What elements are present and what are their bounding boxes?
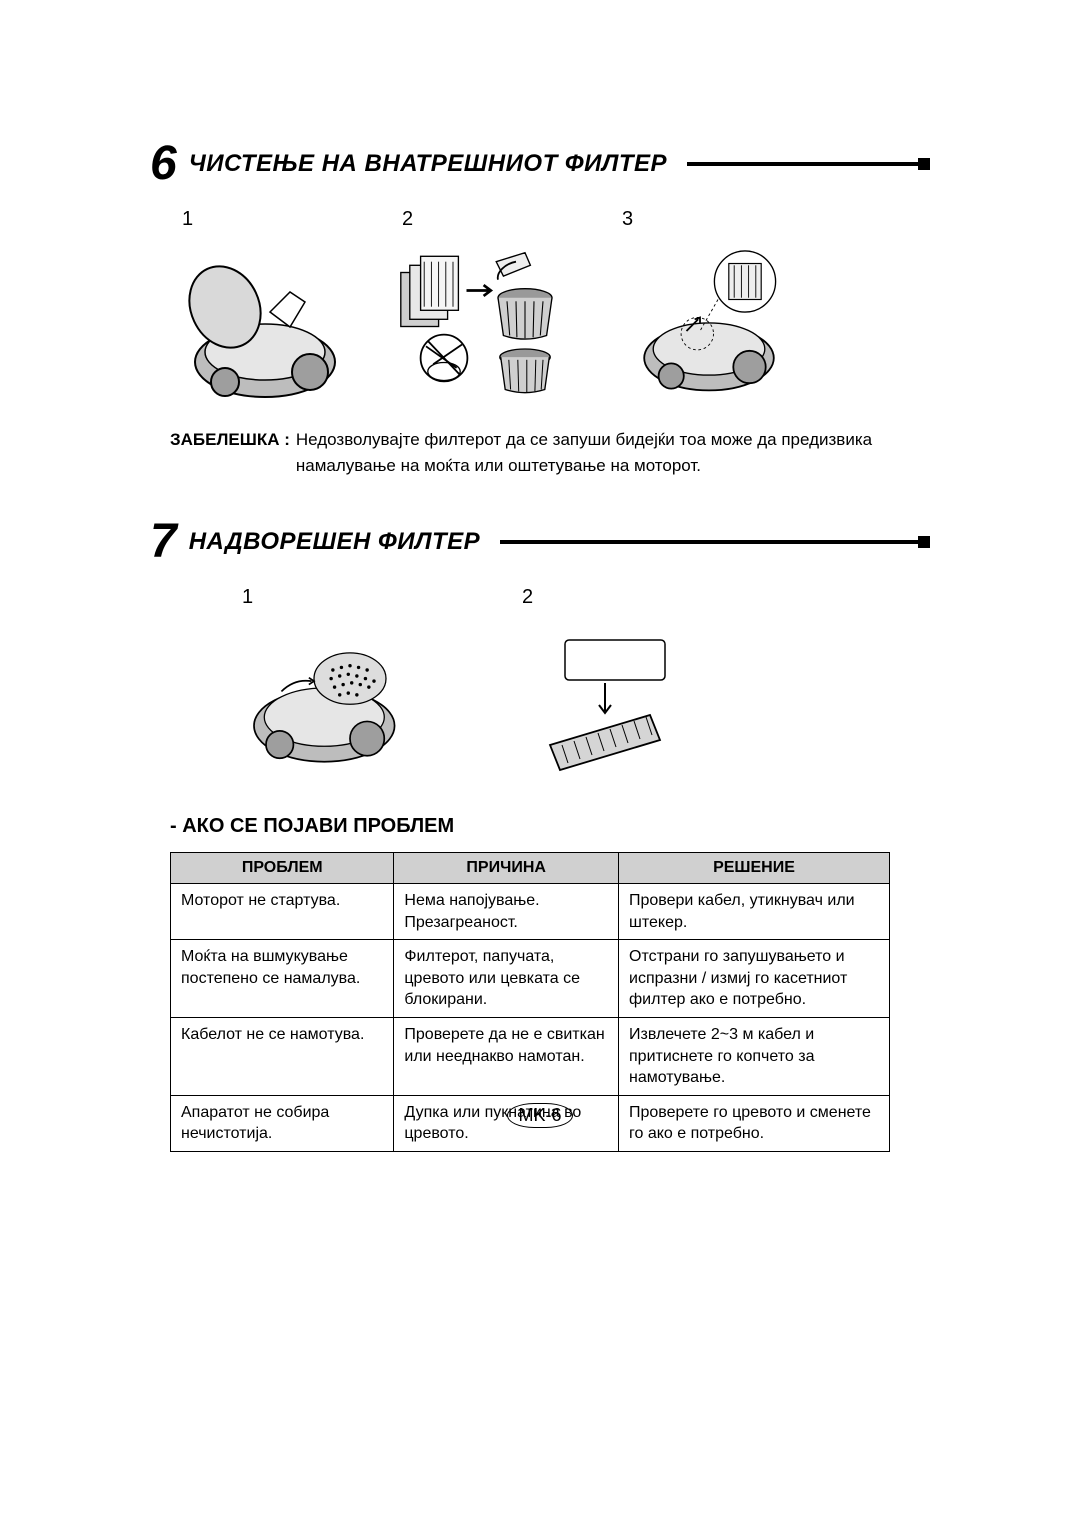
vacuum-rear-grille-illustration — [230, 615, 410, 785]
cell-cause: Нема напојување. Презагреаност. — [394, 884, 619, 940]
table-header-row: ПРОБЛЕМ ПРИЧИНА РЕШЕНИЕ — [171, 853, 890, 884]
table-row: Кабелот не се намотува. Проверете да не … — [171, 1017, 890, 1095]
cell-solution: Провери кабел, утикнувач или штекер. — [619, 884, 890, 940]
figure: 1 — [170, 208, 350, 407]
outlet-filter-panel-illustration — [510, 615, 690, 785]
section6-number: 6 — [150, 140, 177, 188]
section7-number: 7 — [150, 518, 177, 566]
table-row: Моторот не стартува. Нема напојување. Пр… — [171, 884, 890, 940]
cell-problem: Кабелот не се намотува. — [171, 1017, 394, 1095]
col-problem: ПРОБЛЕМ — [171, 853, 394, 884]
section6-note: ЗАБЕЛЕШКА : Недозволувајте филтерот да с… — [170, 427, 930, 478]
section6-figures: 1 2 — [170, 208, 930, 407]
figure-label: 2 — [402, 208, 413, 231]
cell-cause: Филтерот, папучата, цревото или цевката … — [394, 940, 619, 1018]
filter-tap-trash-illustration — [390, 237, 570, 407]
figure-label: 1 — [242, 586, 253, 609]
section7-heading: 7 НАДВОРЕШЕН ФИЛТЕР — [150, 518, 930, 566]
cell-cause: Проверете да не е свиткан или нееднакво … — [394, 1017, 619, 1095]
figure-label: 2 — [522, 586, 533, 609]
note-label: ЗАБЕЛЕШКА : — [170, 427, 290, 478]
col-cause: ПРИЧИНА — [394, 853, 619, 884]
table-row: Моќта на вшмукување постепено се намалув… — [171, 940, 890, 1018]
vacuum-insert-filter-illustration — [610, 237, 790, 407]
cell-solution: Извлечете 2~3 м кабел и притиснете го ко… — [619, 1017, 890, 1095]
page-number: MK-6 — [0, 1103, 1080, 1128]
vacuum-open-lid-illustration — [170, 237, 350, 407]
figure-label: 3 — [622, 208, 633, 231]
figure: 1 — [230, 586, 410, 785]
figure-label: 1 — [182, 208, 193, 231]
manual-page: 6 ЧИСТЕЊЕ НА ВНАТРЕШНИОТ ФИЛТЕР 1 2 — [0, 0, 1080, 1528]
figure: 2 — [510, 586, 690, 785]
note-text: Недозволувајте филтерот да се запуши бид… — [296, 427, 930, 478]
section7-figures: 1 — [230, 586, 930, 785]
section6-heading: 6 ЧИСТЕЊЕ НА ВНАТРЕШНИОТ ФИЛТЕР — [150, 140, 930, 188]
page-number-label: MK-6 — [507, 1103, 572, 1128]
troubleshoot-heading: - АКО СЕ ПОЈАВИ ПРОБЛЕМ — [170, 815, 930, 838]
col-solution: РЕШЕНИЕ — [619, 853, 890, 884]
section7-title: НАДВОРЕШЕН ФИЛТЕР — [189, 528, 480, 556]
section6-title: ЧИСТЕЊЕ НА ВНАТРЕШНИОТ ФИЛТЕР — [189, 150, 667, 178]
cell-solution: Отстрани го запушувањето и испразни / из… — [619, 940, 890, 1018]
figure: 3 — [610, 208, 790, 407]
cell-problem: Моќта на вшмукување постепено се намалув… — [171, 940, 394, 1018]
heading-rule — [687, 162, 930, 166]
heading-rule — [500, 540, 930, 544]
cell-problem: Моторот не стартува. — [171, 884, 394, 940]
figure: 2 — [390, 208, 570, 407]
